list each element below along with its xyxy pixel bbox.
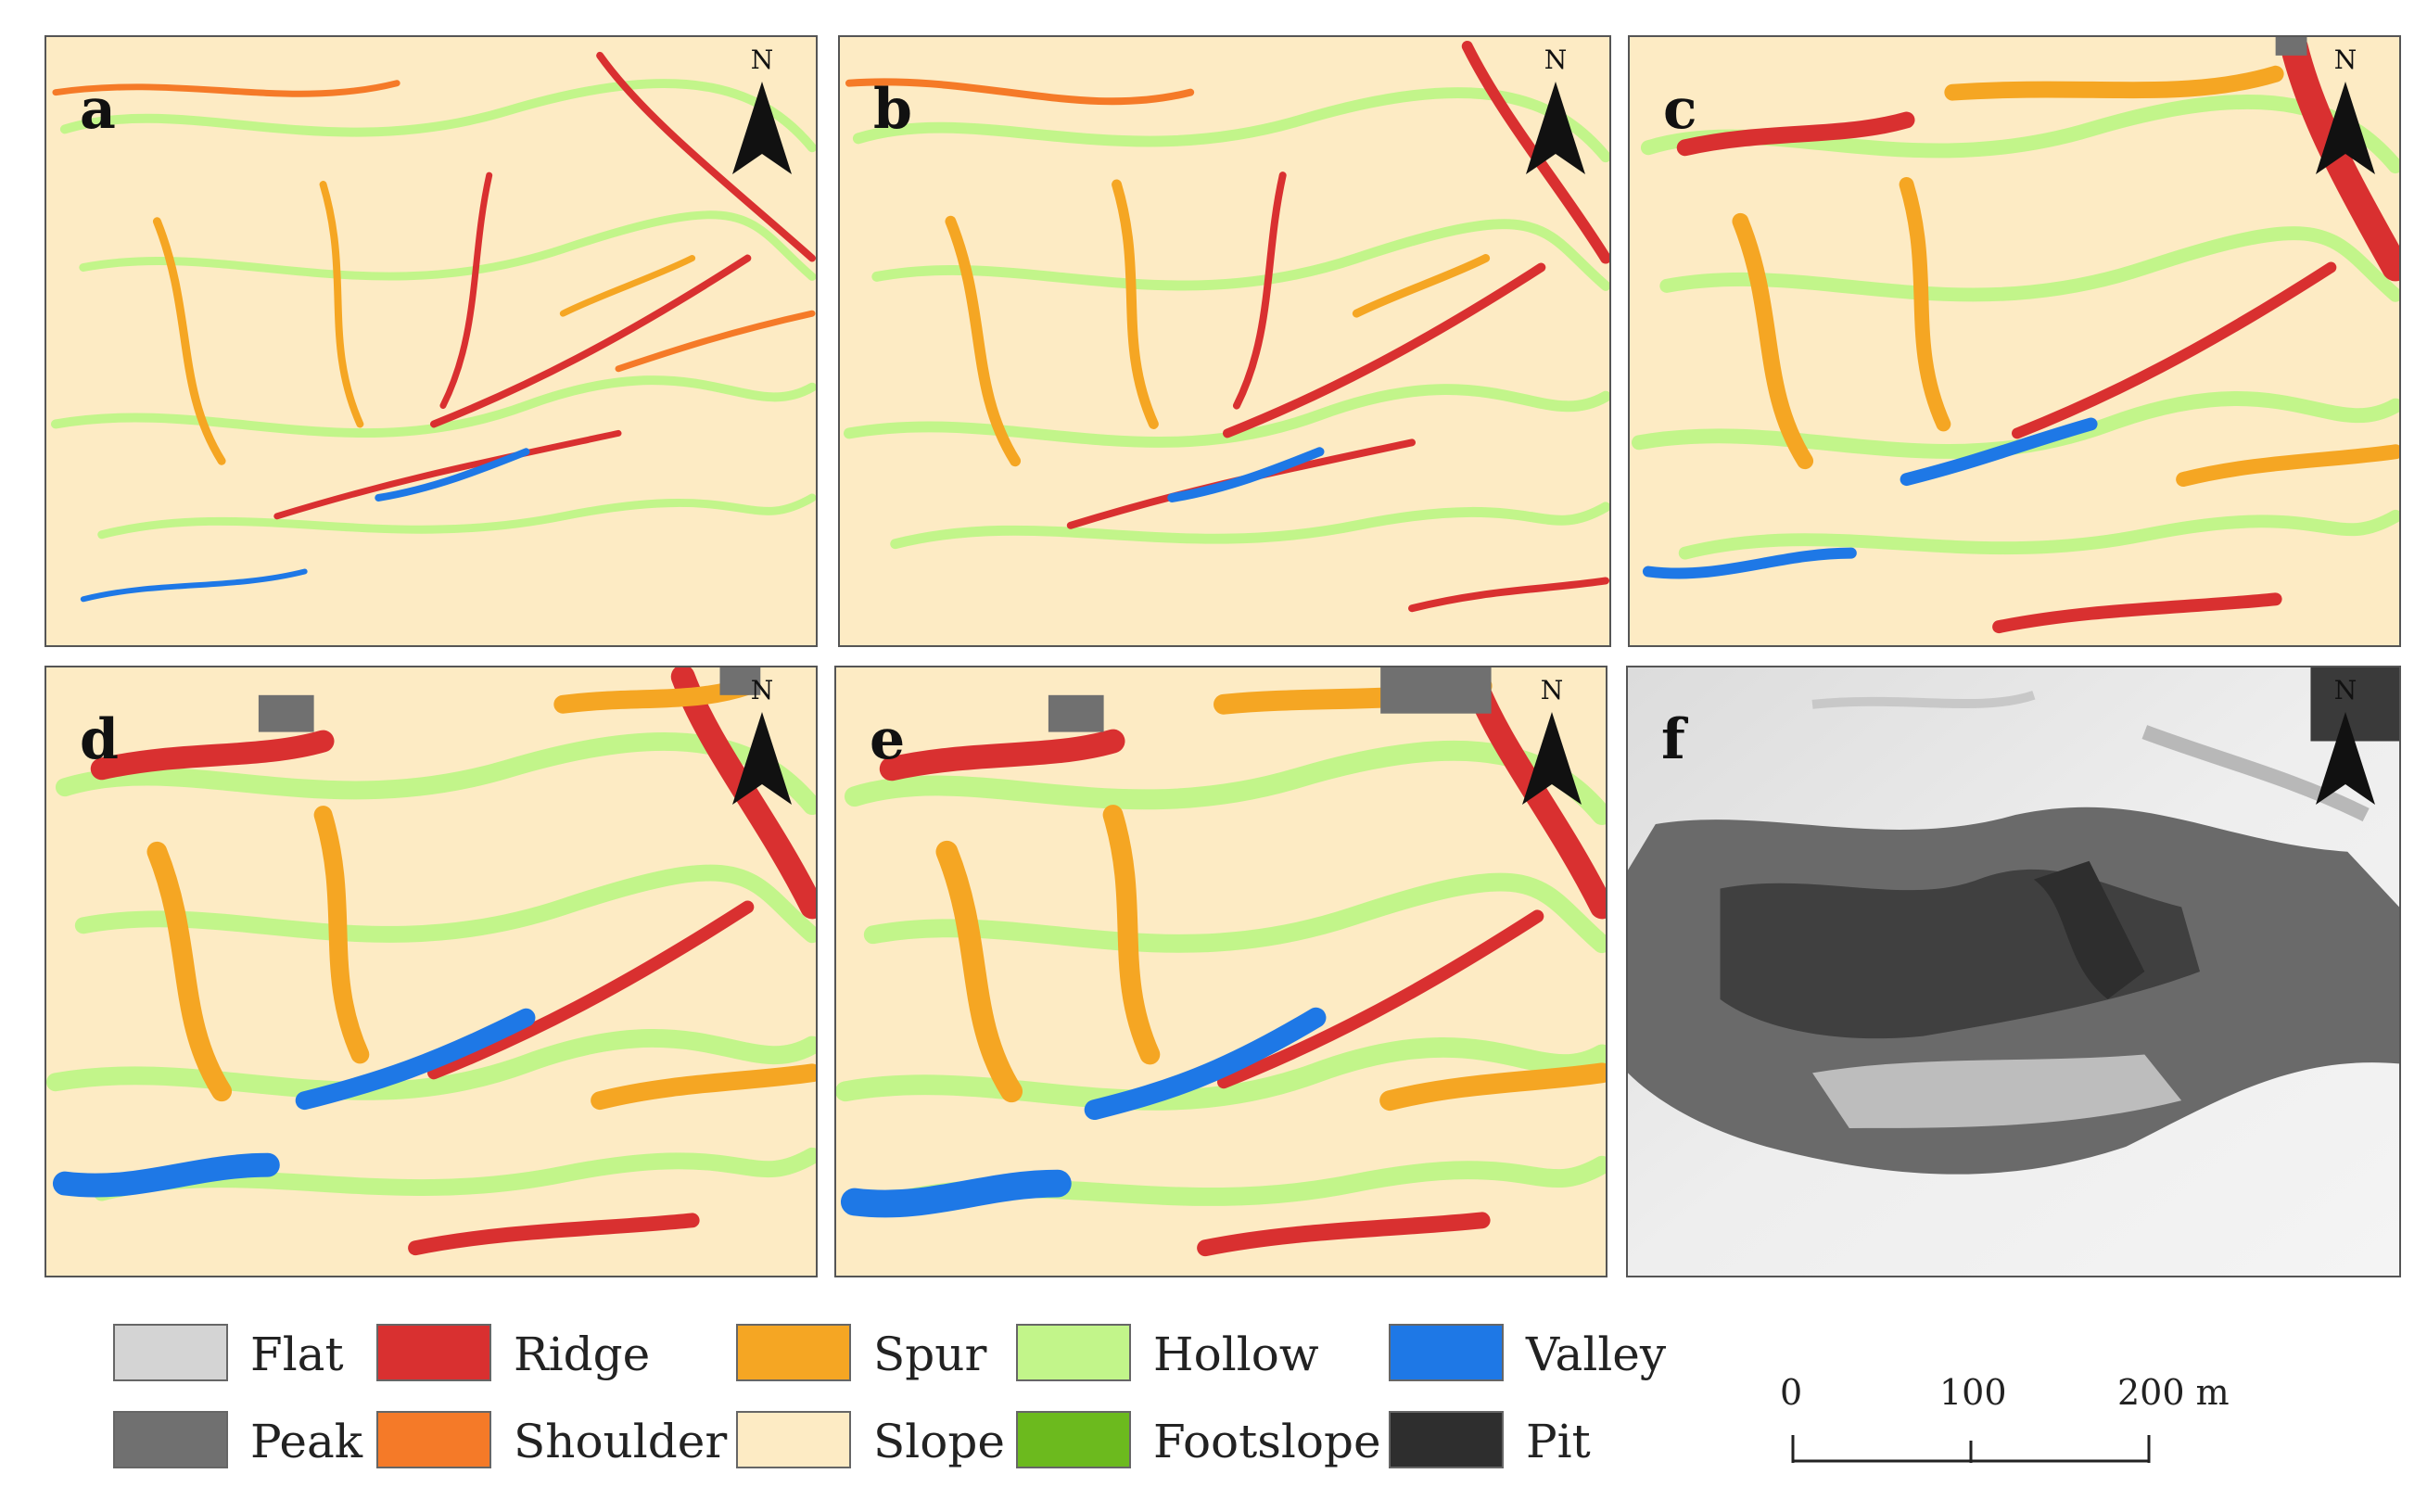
north-arrow-icon [1522, 712, 1582, 805]
panel-label: c [1663, 77, 1697, 142]
map-panel-c: c N [1628, 35, 2401, 647]
legend-swatch [736, 1324, 851, 1381]
legend-swatch [113, 1324, 228, 1381]
panel-label: f [1661, 707, 1685, 772]
north-letter: N [750, 44, 774, 75]
north-arrow-icon [2316, 712, 2375, 805]
scale-tick-100: 100 [1939, 1372, 2007, 1413]
north-arrow: N [1513, 675, 1591, 814]
north-arrow: N [723, 675, 801, 814]
north-arrow: N [2306, 44, 2384, 184]
legend-label: Peak [250, 1415, 363, 1468]
north-letter: N [2333, 44, 2357, 75]
map-panel-e: e N [834, 666, 1607, 1277]
map-panel-f: f N [1626, 666, 2401, 1277]
north-letter: N [2333, 675, 2357, 705]
legend-swatch [376, 1324, 491, 1381]
map-panel-b: b N [838, 35, 1611, 647]
panel-label: e [870, 707, 906, 772]
map-panel-d: d N [44, 666, 818, 1277]
north-arrow-icon [2316, 82, 2375, 174]
scale-bar: 0 100 200 m [1780, 1372, 2230, 1483]
legend-label: Pit [1526, 1415, 1591, 1468]
panel-label: d [80, 707, 119, 772]
north-arrow-icon [732, 82, 792, 174]
legend-label: Flat [250, 1328, 344, 1381]
legend-swatch [1016, 1324, 1131, 1381]
north-arrow: N [723, 44, 801, 184]
legend-swatch [736, 1411, 851, 1468]
legend-label: Slope [873, 1415, 1005, 1468]
legend-label: Shoulder [514, 1415, 728, 1468]
landform-map-d [46, 667, 816, 1256]
north-arrow: N [2306, 675, 2384, 814]
legend-label: Ridge [514, 1328, 651, 1381]
legend-label: Spur [873, 1328, 987, 1381]
legend-swatch [1016, 1411, 1131, 1468]
legend-swatch [1389, 1324, 1504, 1381]
north-arrow: N [1517, 44, 1595, 184]
legend-swatch [1389, 1411, 1504, 1468]
legend-label: Valley [1526, 1328, 1667, 1381]
panel-label: b [873, 77, 912, 142]
hillshade-map [1628, 667, 2399, 1276]
north-letter: N [750, 675, 774, 705]
scale-tick-0: 0 [1780, 1372, 1803, 1413]
north-letter: N [1540, 675, 1564, 705]
north-arrow-icon [732, 712, 792, 805]
panel-label: a [80, 77, 116, 142]
legend-label: Footslope [1153, 1415, 1381, 1468]
landform-map-e [836, 667, 1606, 1257]
landform-map-c [1631, 37, 2399, 634]
legend-label: Hollow [1153, 1328, 1319, 1381]
map-panel-a: a N [44, 35, 818, 647]
landform-map-a [50, 51, 816, 603]
landform-map-b [843, 40, 1609, 613]
north-letter: N [1544, 44, 1568, 75]
north-arrow-icon [1526, 82, 1585, 174]
legend-swatch [376, 1411, 491, 1468]
scale-tick-200: 200 m [2117, 1372, 2230, 1413]
legend-swatch [113, 1411, 228, 1468]
scale-bar-line [1791, 1435, 2151, 1463]
